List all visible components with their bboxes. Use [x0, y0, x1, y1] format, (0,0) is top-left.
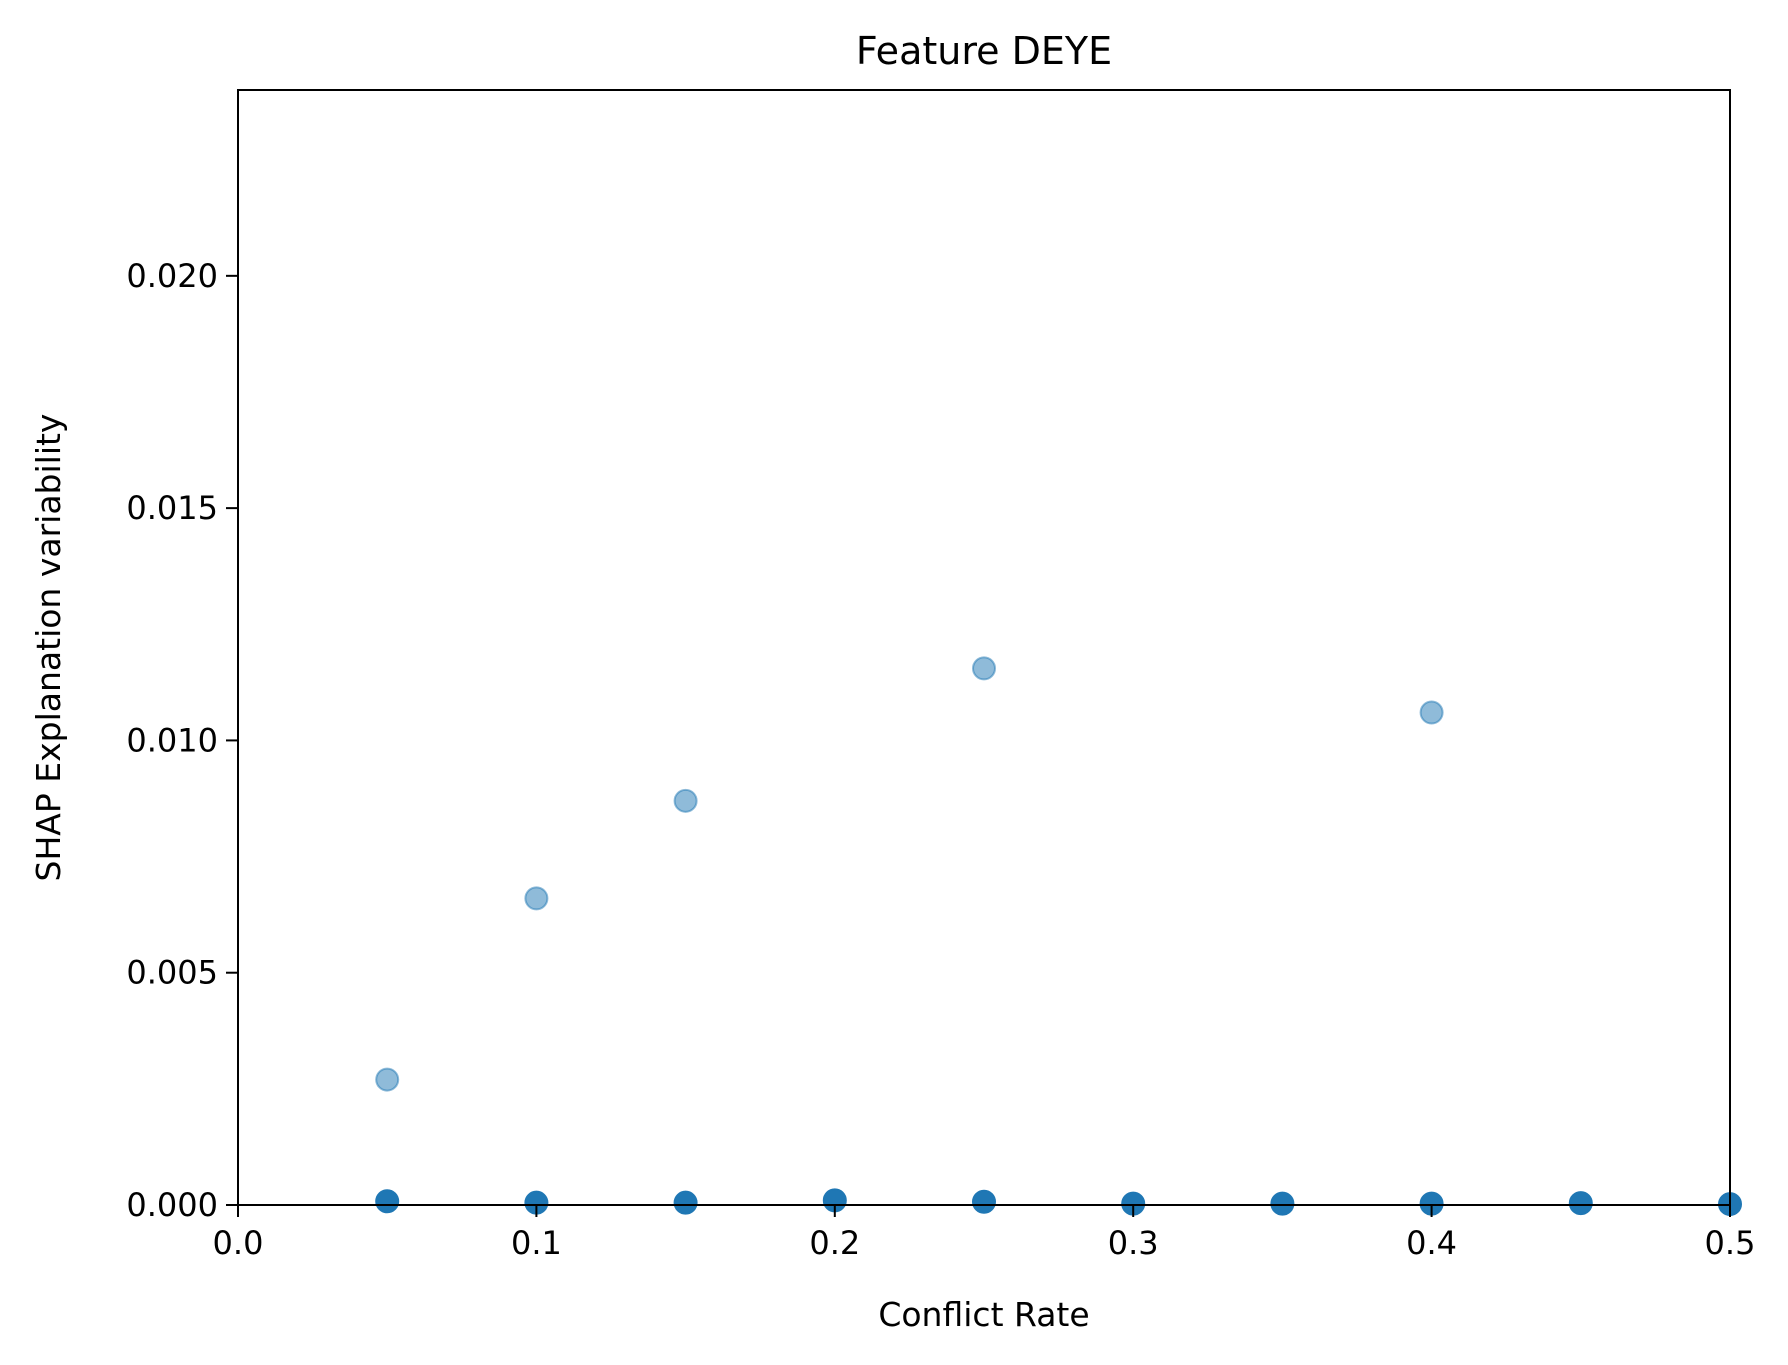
y-tick-label: 0.010 [126, 721, 218, 759]
scatter-point [375, 1067, 400, 1092]
scatter-point [972, 1189, 996, 1214]
scatter-point [1270, 1191, 1295, 1216]
scatter-point [972, 656, 996, 681]
scatter-point [1568, 1191, 1593, 1216]
x-tick-label: 0.4 [1406, 1224, 1457, 1262]
scatter-point [1419, 700, 1444, 725]
plot-frame [237, 89, 1731, 1206]
x-axis-label: Conflict Rate [878, 1295, 1089, 1334]
x-tick-label: 0.0 [213, 1224, 264, 1262]
x-tick-label: 0.5 [1705, 1224, 1756, 1262]
scatter-point [673, 788, 698, 813]
scatter-point [673, 1190, 698, 1215]
chart-title: Feature DEYE [856, 29, 1112, 73]
y-axis-label: SHAP Explanation variability [29, 414, 68, 882]
scatter-point [375, 1189, 400, 1214]
y-tick-label: 0.000 [126, 1186, 218, 1224]
y-tick-label: 0.020 [126, 257, 218, 295]
x-tick-label: 0.1 [511, 1224, 562, 1262]
x-tick-label: 0.2 [809, 1224, 860, 1262]
x-tick-label: 0.3 [1108, 1224, 1159, 1262]
y-tick-label: 0.015 [126, 489, 218, 527]
scatter-point [524, 886, 549, 911]
ticks-layer: 0.0 0.1 0.2 0.3 0.4 0.5 0.000 0.005 0.010 0.015 0.… [126, 257, 1755, 1262]
marks-layer [375, 656, 1742, 1217]
y-tick-label: 0.005 [126, 954, 218, 992]
